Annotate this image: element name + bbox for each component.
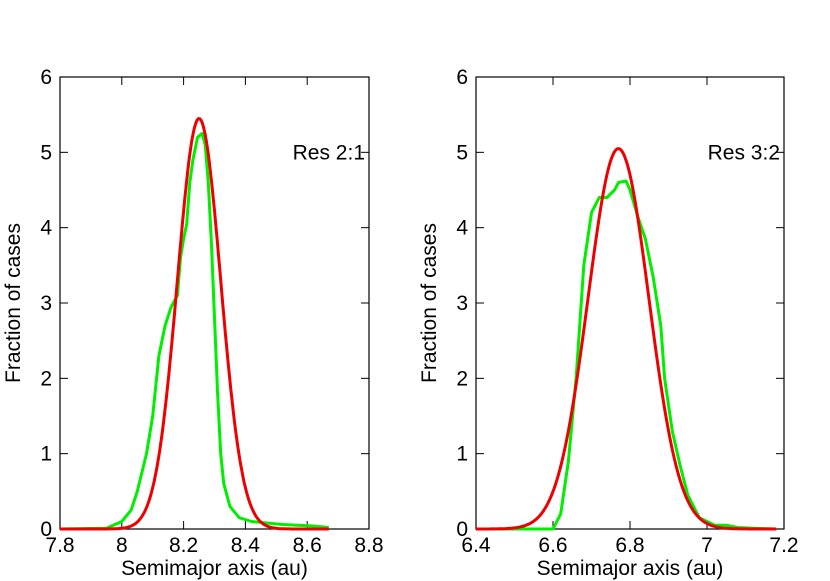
x-tick-label: 8.4 [231, 534, 261, 557]
y-tick-label: 1 [456, 443, 468, 466]
annotation-label: Res 2:1 [293, 141, 365, 164]
x-tick-label: 8 [116, 534, 128, 557]
y-tick-label: 0 [456, 518, 468, 541]
y-tick-label: 5 [456, 141, 468, 164]
x-tick-label: 8.6 [293, 534, 322, 557]
x-tick-label: 7.8 [45, 534, 74, 557]
x-tick-label: 8.8 [354, 534, 383, 557]
x-axis-label: Semimajor axis (au) [121, 557, 308, 580]
y-tick-label: 4 [40, 217, 52, 240]
y-tick-label: 1 [40, 443, 52, 466]
y-axis-label: Fraction of cases [2, 223, 25, 383]
y-axis-label: Fraction of cases [418, 223, 441, 383]
y-tick-label: 6 [40, 66, 52, 89]
green-data-curve [59, 132, 329, 531]
x-tick-label: 6.4 [461, 534, 491, 557]
y-tick-label: 3 [40, 292, 52, 315]
annotation-label: Res 3:2 [708, 141, 780, 164]
y-tick-label: 0 [40, 518, 52, 541]
x-tick-label: 8.2 [169, 534, 198, 557]
x-axis-label: Semimajor axis (au) [537, 557, 724, 580]
x-tick-label: 7 [701, 534, 713, 557]
x-tick-label: 7.2 [769, 534, 798, 557]
green-data-curve [476, 179, 777, 531]
y-tick-label: 5 [40, 141, 52, 164]
panel-res-3-2: 6.4 6.6 6.8 7 7.2 0 1 2 3 4 5 6 Semimajor axis (au) F… [418, 66, 799, 580]
y-tick-label: 6 [456, 66, 468, 89]
y-tick-label: 2 [40, 367, 52, 390]
red-fit-curve [59, 117, 329, 531]
x-tick-label: 6.6 [538, 534, 567, 557]
y-tick-label: 3 [456, 292, 468, 315]
y-tick-label: 4 [456, 217, 468, 240]
y-tick-label: 2 [456, 367, 468, 390]
panel-res-2-1: 7.8 8 8.2 8.4 8.6 8.8 0 1 2 3 4 5 6 Semimajor axis (a… [2, 66, 384, 580]
x-tick-label: 6.8 [615, 534, 644, 557]
red-fit-curve [476, 147, 777, 531]
